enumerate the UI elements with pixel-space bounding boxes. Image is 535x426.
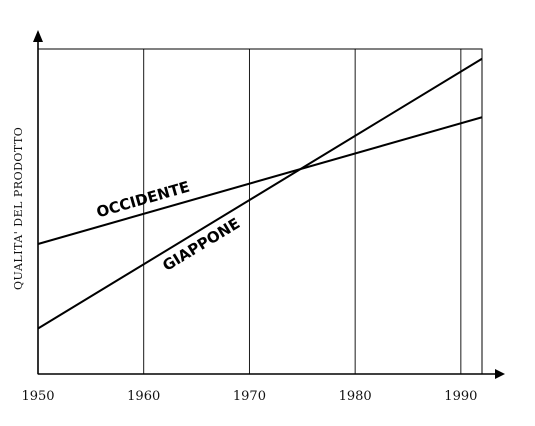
series-layer [37, 57, 483, 330]
x-tick-label-1960: 1960 [127, 389, 160, 404]
x-axis-arrow-icon [495, 369, 505, 379]
x-tick-labels: 1950 1960 1970 1980 1990 [21, 389, 477, 404]
series-line-giappone [37, 57, 483, 330]
x-tick-label-1970: 1970 [233, 389, 266, 404]
x-tick-label-1990: 1990 [444, 389, 477, 404]
y-axis-arrow-icon [33, 30, 43, 42]
series-line-occidente [37, 116, 483, 245]
vertical-grid [143, 49, 462, 374]
x-tick-label-1980: 1980 [339, 389, 372, 404]
series-label-giappone: GIAPPONE [159, 214, 243, 275]
x-tick-label-1950: 1950 [21, 389, 54, 404]
y-axis-label: QUALITA' DEL PRODOTTO [12, 127, 25, 290]
